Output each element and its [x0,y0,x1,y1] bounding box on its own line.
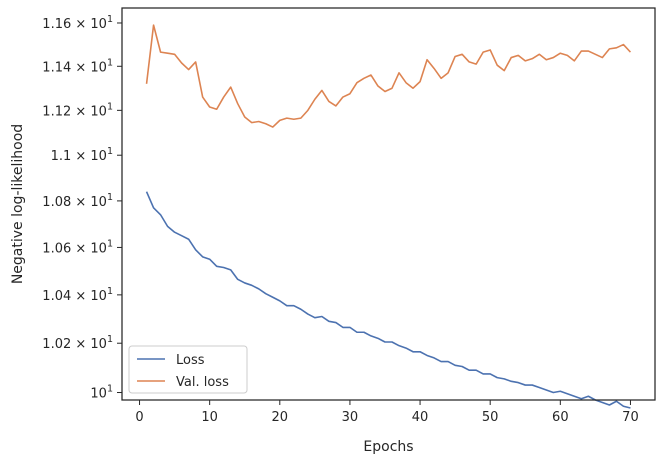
axes-frame [121,7,656,401]
x-axis-ticks: 0 10 20 30 40 50 60 70 [135,400,639,425]
y-tick-label: 1.16 × 101 [42,14,113,32]
x-tick-label: 10 [201,410,218,425]
series-line-loss [145,191,631,409]
y-axis-ticks: 101 1.02 × 101 1.04 × 101 1.06 × 101 1.08 × … [42,14,122,402]
x-tick-label: 60 [552,410,569,425]
y-tick-label: 1.14 × 101 [42,57,113,75]
y-axis-label: Negative log-likelihood [10,124,26,284]
x-tick-label: 50 [482,410,499,425]
series-line-val-loss [145,24,632,128]
legend: Loss Val. loss [128,345,248,394]
x-tick-label: 20 [272,410,289,425]
series-layer [145,24,632,409]
y-tick-label: 1.06 × 101 [42,238,113,256]
y-tick-label: 1.12 × 101 [42,101,113,119]
y-tick-label: 1.1 × 101 [51,146,113,164]
x-tick-label: 70 [622,410,639,425]
y-tick-label: 1.08 × 101 [42,192,113,210]
y-tick-label: 1.02 × 101 [42,334,113,352]
y-tick-label: 101 [90,384,113,402]
x-tick-label: 0 [135,410,143,425]
y-tick-label: 1.04 × 101 [42,286,113,304]
x-tick-label: 30 [342,410,359,425]
x-axis-label: Epochs [363,439,413,455]
legend-label: Loss [176,353,205,368]
legend-label: Val. loss [176,375,229,390]
x-tick-label: 40 [412,410,429,425]
